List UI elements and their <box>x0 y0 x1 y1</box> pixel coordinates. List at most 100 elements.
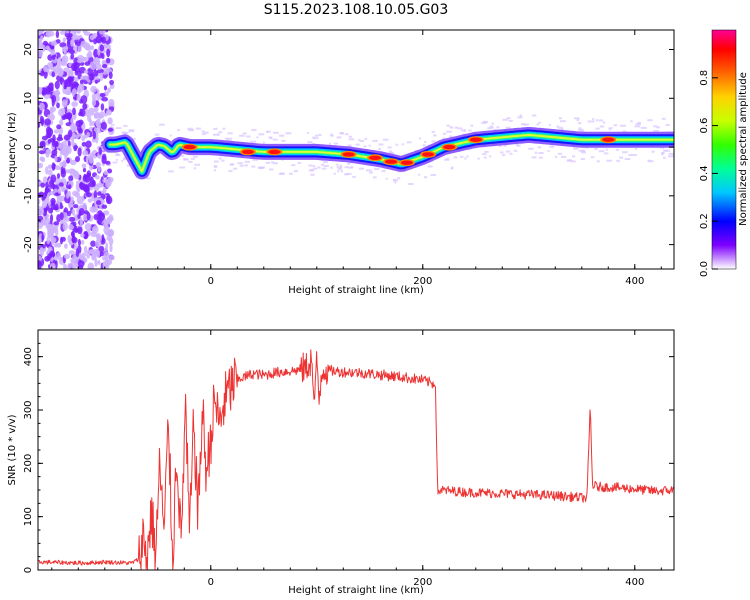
spread-pixel <box>227 137 233 140</box>
colorbar-tick-label: 0.4 <box>699 165 710 181</box>
noise-blob <box>104 247 108 252</box>
noise-blob <box>76 59 84 64</box>
noise-blob <box>76 226 83 235</box>
noise-blob <box>66 112 72 121</box>
noise-blob <box>85 140 92 148</box>
spectrogram-xlabel: Height of straight line (km) <box>288 285 424 296</box>
spread-pixel <box>251 165 256 168</box>
spread-pixel <box>608 127 613 130</box>
spread-pixel <box>310 168 314 171</box>
spread-pixel <box>347 166 353 169</box>
noise-blob <box>40 118 45 127</box>
spread-pixel <box>488 155 492 158</box>
snr-frame <box>37 329 675 571</box>
spread-pixel <box>359 140 365 142</box>
noise-blob <box>38 122 41 129</box>
spread-pixel <box>442 132 446 135</box>
spread-pixel <box>372 139 378 142</box>
noise-blob <box>99 72 104 81</box>
spread-pixel <box>489 125 494 128</box>
noise-blob <box>63 181 68 186</box>
spread-pixel <box>313 167 317 170</box>
noise-blob <box>50 40 58 46</box>
noise-blob <box>101 121 107 130</box>
spread-pixel <box>392 179 399 182</box>
y-tick-label: -10 <box>23 188 34 204</box>
noise-blob <box>57 188 62 194</box>
spread-pixel <box>446 124 450 127</box>
noise-blob <box>57 71 64 76</box>
spread-pixel <box>484 150 489 153</box>
spread-pixel <box>637 121 641 124</box>
noise-blob <box>79 218 84 227</box>
noise-blob <box>54 90 60 96</box>
noise-blob <box>87 182 95 188</box>
noise-blob <box>100 176 105 185</box>
y-tick-label: 300 <box>23 400 34 419</box>
noise-blob <box>103 170 109 175</box>
spread-pixel <box>604 152 609 155</box>
spread-pixel <box>345 133 349 136</box>
colorbar-label: Normalized spectral amplitude <box>738 72 749 226</box>
spread-pixel <box>352 175 356 178</box>
noise-blob <box>65 145 72 155</box>
noise-blob <box>105 195 111 204</box>
noise-blob <box>78 111 83 117</box>
spread-pixel <box>213 165 217 168</box>
spread-pixel <box>466 155 469 158</box>
noise-blob <box>77 124 82 133</box>
noise-blob <box>71 139 75 148</box>
peak-blob <box>183 144 196 150</box>
spread-pixel <box>203 131 209 134</box>
spread-pixel <box>313 137 319 140</box>
noise-blob <box>38 233 43 242</box>
noise-blob <box>105 160 111 165</box>
spread-pixel <box>647 159 651 162</box>
spread-pixel <box>502 153 506 156</box>
noise-blob <box>90 73 94 80</box>
spread-pixel <box>549 145 555 148</box>
peak-blob <box>422 152 435 157</box>
spread-pixel <box>281 139 286 142</box>
spread-pixel <box>323 165 329 167</box>
spread-pixel <box>177 129 180 132</box>
y-tick-label: 0 <box>23 144 34 150</box>
spread-pixel <box>461 129 466 132</box>
noise-blob <box>73 77 80 82</box>
spread-pixel <box>418 173 421 176</box>
noise-blob <box>87 198 93 203</box>
spread-pixel <box>382 138 389 141</box>
noise-blob <box>38 208 44 216</box>
noise-blob <box>84 61 91 66</box>
spread-pixel <box>378 148 381 150</box>
noise-blob <box>76 93 81 102</box>
spread-pixel <box>269 137 272 140</box>
spread-pixel <box>442 137 446 140</box>
x-tick-label: 200 <box>413 276 432 287</box>
spread-pixel <box>496 126 500 129</box>
spread-pixel <box>345 172 352 175</box>
spread-pixel <box>271 161 275 164</box>
noise-blob <box>99 44 105 52</box>
noise-blob <box>73 170 79 178</box>
spread-pixel <box>570 160 576 163</box>
noise-blob <box>50 174 57 183</box>
spread-pixel <box>635 123 641 126</box>
noise-blob <box>47 62 54 70</box>
noise-blob <box>90 240 96 247</box>
spread-pixel <box>431 130 435 133</box>
noise-blob <box>45 45 50 50</box>
spread-pixel <box>123 124 128 127</box>
noise-blob <box>83 231 89 239</box>
noise-blob <box>97 191 102 196</box>
spread-pixel <box>233 167 238 170</box>
noise-blob <box>49 106 57 113</box>
noise-blob <box>68 250 76 255</box>
noise-blob <box>70 126 76 132</box>
spread-pixel <box>454 126 458 129</box>
noise-blob <box>67 263 72 269</box>
spread-pixel <box>581 151 586 154</box>
noise-blob <box>109 255 115 261</box>
noise-blob <box>109 79 114 86</box>
noise-blob <box>102 186 107 195</box>
